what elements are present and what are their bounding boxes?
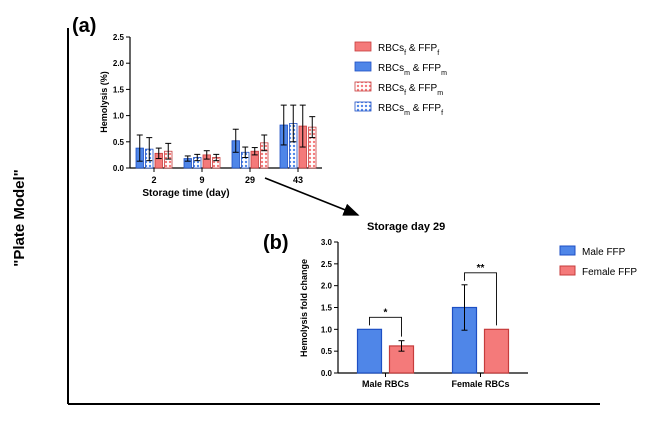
panel-b-y-axis-label: Hemolysis fold change: [299, 259, 309, 357]
panel-a-y-tick-label: 1.5: [113, 85, 125, 94]
panel-a-legend-swatch: [354, 41, 372, 52]
panel-label-b: (b): [263, 232, 289, 254]
panel-a-legend-label: RBCsm & FFPm: [378, 63, 447, 77]
panel-b-legend-swatch: [559, 265, 576, 276]
side-label: "Plate Model": [11, 169, 28, 267]
panel-b-significance-bracket: [369, 316, 402, 337]
panel-b-y-tick-label: 3.0: [321, 238, 333, 247]
panel-a-y-tick-label: 0.5: [113, 138, 125, 147]
panel-a-y-axis-label: Hemolysis (%): [99, 71, 109, 133]
panel-b-bar: [483, 328, 510, 374]
panel-b-legend-swatch: [559, 245, 576, 256]
panel-b-bar: [388, 345, 415, 374]
panel-b-bar: [356, 328, 383, 374]
panel-b-x-tick-label: Male RBCs: [362, 379, 409, 389]
panel-b-significance-bracket: [464, 272, 497, 326]
panel-a-chart: Hemolysis (%) Storage time (day) 0.0 0.5 1…: [99, 33, 322, 199]
panel-a-x-axis-label: Storage time (day): [142, 188, 229, 199]
panel-a-y-tick-label: 2.5: [113, 33, 125, 42]
panel-a-legend-label: RBCsf & FFPm: [378, 83, 443, 97]
panel-b-y-tick-label: 2.5: [321, 260, 333, 269]
panel-b-y-tick-label: 1.0: [321, 325, 333, 334]
panel-a-y-tick-label: 0.0: [113, 164, 125, 173]
zoom-arrow: [264, 177, 360, 216]
panel-b-chart: Hemolysis fold change 0.0 0.5 1.0 1.5 2.0 2.5…: [299, 238, 528, 389]
panel-b-y-tick-label: 2.0: [321, 282, 333, 291]
panel-a-x-tick-label: 2: [151, 175, 156, 185]
panel-b-significance-label: *: [384, 307, 388, 318]
panel-a-legend-swatch: [354, 61, 372, 72]
panel-b-y-tick-label: 0.5: [321, 347, 333, 356]
panel-a-legend-label: RBCsf & FFPf: [378, 43, 439, 57]
panel-a-legend: RBCsf & FFPf RBCsm & FFPm RBCsf & FFPm RBCs…: [354, 41, 447, 117]
panel-b-y-tick-label: 0.0: [321, 369, 333, 378]
panel-b-y-tick-label: 1.5: [321, 304, 333, 313]
panel-b-x-tick-label: Female RBCs: [451, 379, 509, 389]
panel-b-significance-label: **: [477, 263, 485, 274]
panel-a-legend-swatch: [354, 101, 372, 112]
panel-a-legend-label: RBCsm & FFPf: [378, 103, 443, 117]
panel-a-legend-swatch: [354, 81, 372, 92]
arrow-label: Storage day 29: [367, 221, 445, 233]
panel-a-x-tick-label: 43: [293, 175, 303, 185]
panel-b-legend: Male FFP Female FFP: [559, 245, 637, 278]
panel-a-y-tick-label: 1.0: [113, 112, 125, 121]
panel-a-y-tick-label: 2.0: [113, 59, 125, 68]
panel-a-x-tick-label: 29: [245, 175, 255, 185]
panel-b-legend-label: Male FFP: [582, 247, 626, 258]
panel-a-x-tick-label: 9: [199, 175, 204, 185]
panel-label-a: (a): [72, 15, 96, 37]
panel-b-legend-label: Female FFP: [582, 267, 637, 278]
